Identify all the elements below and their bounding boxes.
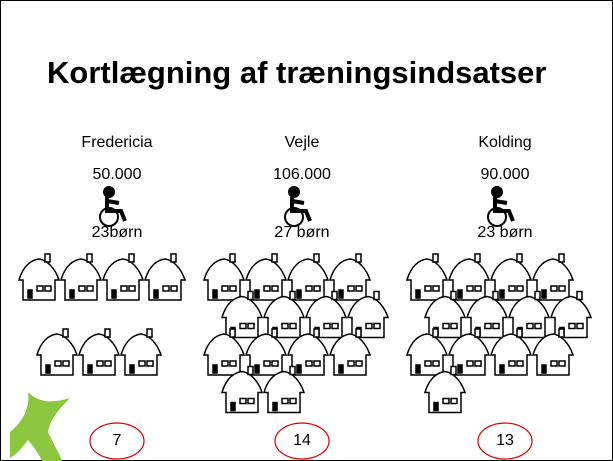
page: {"title": "Kortlægning af træningsindsat… — [0, 0, 613, 461]
slide: Kortlægning af træningsindsatser Frederi… — [0, 0, 613, 461]
head — [289, 187, 299, 197]
door — [416, 290, 420, 298]
chimney — [374, 292, 379, 300]
door — [154, 290, 158, 298]
door — [213, 290, 217, 298]
door — [500, 290, 504, 298]
chimney — [356, 329, 361, 337]
chimney — [272, 329, 277, 337]
door — [458, 290, 462, 298]
chimney — [314, 254, 319, 262]
city-name: Vejle — [285, 134, 320, 151]
chimney — [45, 254, 50, 262]
children-count: 27 børn — [274, 224, 329, 241]
chimney — [105, 329, 110, 337]
chimney — [290, 292, 295, 300]
chimney — [314, 329, 319, 337]
door — [255, 365, 259, 373]
door — [416, 365, 420, 373]
chimney — [230, 329, 235, 337]
chimney — [559, 329, 564, 337]
chimney — [272, 254, 277, 262]
head — [492, 187, 502, 197]
chimney — [535, 292, 540, 300]
door — [112, 290, 116, 298]
chimney — [248, 367, 253, 375]
population: 106.000 — [273, 166, 331, 183]
slide-title: Kortlægning af træningsindsatser — [47, 55, 546, 90]
door — [434, 403, 438, 411]
door — [46, 365, 50, 373]
children-count: 23 børn — [477, 224, 532, 241]
chimney — [230, 254, 235, 262]
door — [339, 365, 343, 373]
door — [213, 365, 217, 373]
count-label: 7 — [113, 432, 122, 449]
door — [28, 290, 32, 298]
chimney — [451, 367, 456, 375]
door — [70, 290, 74, 298]
chimney — [475, 329, 480, 337]
door — [339, 290, 343, 298]
population: 50.000 — [93, 166, 142, 183]
count-label: 13 — [496, 432, 514, 449]
chimney — [332, 292, 337, 300]
chimney — [147, 329, 152, 337]
chimney — [451, 292, 456, 300]
city-name: Kolding — [478, 134, 531, 151]
door — [458, 365, 462, 373]
population: 90.000 — [481, 166, 530, 183]
chimney — [493, 292, 498, 300]
chimney — [248, 292, 253, 300]
door — [542, 365, 546, 373]
chimney — [577, 292, 582, 300]
door — [255, 290, 259, 298]
chimney — [356, 254, 361, 262]
door — [130, 365, 134, 373]
children-count: 23børn — [92, 224, 143, 241]
door — [542, 290, 546, 298]
city-name: Fredericia — [81, 134, 152, 151]
chimney — [517, 254, 522, 262]
door — [88, 365, 92, 373]
count-label: 14 — [293, 432, 311, 449]
chimney — [290, 367, 295, 375]
head — [104, 187, 114, 197]
chimney — [475, 254, 480, 262]
chimney — [63, 329, 68, 337]
chimney — [433, 329, 438, 337]
chimney — [87, 254, 92, 262]
door — [500, 365, 504, 373]
chimney — [433, 254, 438, 262]
chimney — [559, 254, 564, 262]
chimney — [171, 254, 176, 262]
door — [273, 403, 277, 411]
door — [297, 365, 301, 373]
chimney — [129, 254, 134, 262]
door — [297, 290, 301, 298]
door — [231, 403, 235, 411]
chimney — [517, 329, 522, 337]
